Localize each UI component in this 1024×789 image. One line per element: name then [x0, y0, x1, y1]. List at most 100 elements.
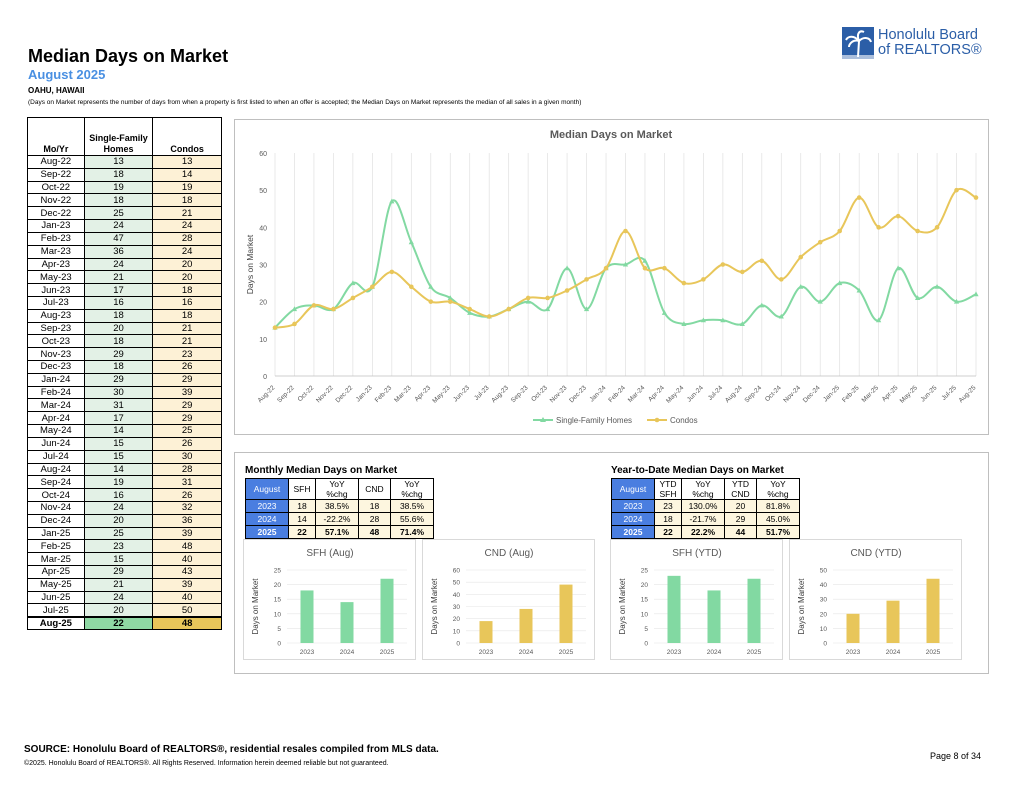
- condo-cell: 29: [152, 411, 222, 426]
- summary-cell: 38.5%: [390, 499, 434, 513]
- table-row: Sep-22 18 14: [27, 167, 222, 182]
- monthly-summary-table: August SFH YoY %chg CND YoY %chg 2023 18 38.5% 1…: [245, 478, 434, 539]
- mini-chart-title: SFH (Aug): [306, 548, 353, 559]
- month-cell: May-24: [27, 424, 85, 438]
- sfh-data-point: [759, 302, 765, 308]
- x-tick-label: 2023: [846, 649, 861, 656]
- summary-header-cell: YoY %chg: [390, 478, 434, 500]
- sfh-cell: 29: [83, 565, 154, 579]
- x-tick-label: Nov-22: [315, 384, 335, 404]
- monthly-section-title: Monthly Median Days on Market: [245, 465, 398, 476]
- table-row: Apr-23 24 20: [27, 257, 222, 272]
- y-tick-label: 40: [259, 225, 267, 232]
- condo-cell: 16: [152, 295, 222, 310]
- y-axis-label: Days on Market: [797, 578, 806, 635]
- sfh-data-point: [934, 284, 940, 289]
- month-cell: Jan-25: [27, 526, 85, 541]
- x-tick-label: 2024: [340, 649, 355, 656]
- sfh-data-point: [817, 298, 823, 304]
- condo-cell: 14: [152, 167, 222, 182]
- x-tick-label: 2024: [886, 649, 901, 656]
- x-tick-label: Jan-23: [355, 384, 374, 403]
- y-tick-label: 10: [274, 611, 282, 618]
- sfh-cell: 20: [83, 321, 154, 336]
- table-row: Jun-24 15 26: [27, 436, 222, 451]
- x-tick-label: Jul-24: [707, 384, 725, 402]
- page-subtitle: August 2025: [28, 67, 106, 82]
- summary-header-cell: YoY %chg: [315, 478, 359, 500]
- condo-data-point: [370, 284, 375, 290]
- definition-note: (Days on Market represents the number of…: [28, 99, 582, 106]
- month-cell: Apr-25: [27, 565, 85, 579]
- table-row: Feb-23 47 28: [27, 231, 222, 246]
- sfh-ytd-chart-box: SFH (YTD) 0 5 10 15 20 25 Days on Market 2023 202…: [610, 539, 783, 660]
- month-cell: May-25: [27, 577, 85, 592]
- x-tick-label: 2025: [926, 649, 941, 656]
- x-tick-label: May-23: [431, 384, 452, 405]
- y-tick-label: 0: [644, 641, 648, 648]
- sfh-cell: 21: [83, 577, 154, 592]
- condo-data-point: [564, 288, 570, 293]
- x-tick-label: Jul-25: [940, 384, 958, 402]
- month-cell: Nov-23: [27, 347, 85, 361]
- condo-cell: 32: [152, 500, 222, 515]
- bar: [747, 578, 761, 643]
- y-axis-label: Days on Market: [245, 234, 255, 294]
- table-row: Dec-22 25 21: [27, 206, 222, 221]
- summary-cell: -21.7%: [681, 512, 725, 526]
- y-tick-label: 40: [453, 592, 461, 599]
- y-tick-label: 50: [259, 188, 267, 195]
- summary-header-cell: YTD SFH: [654, 478, 682, 500]
- month-cell: Apr-23: [27, 257, 85, 272]
- sfh-cell: 13: [83, 155, 154, 169]
- summary-cell: 55.6%: [390, 512, 434, 526]
- summary-cell: 18: [288, 499, 316, 513]
- x-tick-label: Apr-23: [413, 384, 432, 403]
- y-tick-label: 40: [820, 582, 828, 589]
- x-tick-label: Feb-24: [607, 384, 627, 404]
- bar: [707, 590, 721, 643]
- logo-line-2: of REALTORS®: [878, 42, 982, 58]
- condo-data-point: [331, 306, 336, 312]
- monthly-data-table: Mo/Yr Single-Family Homes Condos Aug-22 1…: [27, 117, 222, 631]
- condo-data-point: [545, 295, 550, 301]
- condo-data-point: [895, 213, 901, 219]
- sfh-data-point: [739, 321, 745, 326]
- month-cell: Jun-23: [27, 283, 85, 297]
- x-tick-label: Nov-23: [549, 384, 569, 404]
- condo-data-point: [603, 265, 609, 271]
- table-row: Mar-24 31 29: [27, 398, 222, 413]
- condo-cell: 25: [152, 424, 222, 438]
- condo-cell: 40: [152, 590, 222, 605]
- month-cell: Jul-23: [27, 295, 85, 310]
- x-tick-label: Aug-23: [490, 384, 510, 404]
- table-row: Jun-23 17 18: [27, 283, 222, 297]
- sfh-cell: 24: [83, 219, 154, 233]
- x-tick-label: Oct-23: [530, 384, 549, 403]
- y-axis-label: Days on Market: [618, 578, 627, 635]
- sfh-data-point: [408, 239, 414, 245]
- summary-cell: 22: [288, 525, 316, 539]
- sfh-data-point: [622, 261, 629, 267]
- condo-cell: 48: [152, 539, 222, 554]
- x-tick-label: Feb-25: [841, 384, 861, 404]
- month-cell: Feb-23: [27, 231, 85, 246]
- month-cell: Aug-25: [27, 615, 85, 631]
- sfh-cell: 16: [83, 488, 154, 502]
- y-tick-label: 30: [259, 263, 267, 270]
- condo-cell: 26: [152, 436, 222, 451]
- table-row: Oct-22 19 19: [27, 180, 222, 195]
- condo-data-point: [428, 299, 434, 304]
- y-tick-label: 60: [259, 151, 267, 158]
- mini-chart-title: SFH (YTD): [672, 548, 721, 559]
- sfh-aug-chart-box: SFH (Aug) 0 5 10 15 20 25 Days on Market 2023 202…: [243, 539, 416, 660]
- x-tick-label: Mar-24: [627, 384, 647, 404]
- sfh-cell: 20: [83, 513, 154, 528]
- month-cell: Dec-24: [27, 513, 85, 528]
- source-note: SOURCE: Honolulu Board of REALTORS®, res…: [24, 744, 439, 755]
- location-label: OAHU, HAWAII: [28, 86, 85, 95]
- sfh-data-point: [720, 317, 726, 323]
- cnd-aug-bar-chart: CND (Aug) 0 10 20 30 40 50 60 Days on Market 2023…: [430, 548, 586, 656]
- condo-data-point: [720, 262, 726, 267]
